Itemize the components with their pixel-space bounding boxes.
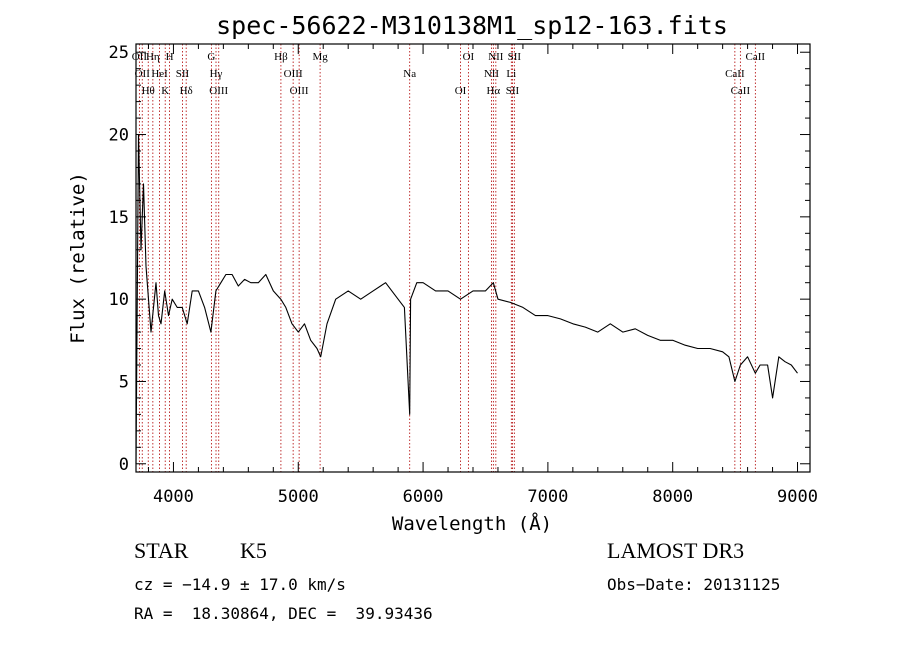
y-tick-label: 10: [109, 290, 129, 310]
redshift-velocity: cz = −14.9 ± 17.0 km/s: [134, 575, 346, 594]
object-subclass: K5: [240, 538, 267, 563]
x-axis-label: Wavelength (Å): [392, 512, 552, 535]
spectrum-line: [135, 133, 798, 464]
line-marker-label: OIII: [209, 85, 228, 97]
line-marker-label: Mg: [312, 51, 328, 63]
line-marker-label: Hη: [146, 51, 160, 63]
x-tick-label: 9000: [777, 487, 818, 507]
x-axis: 4000 5000 6000 7000 8000 9000: [147, 44, 818, 507]
line-marker-label: CaII: [725, 68, 745, 80]
x-tick-label: 8000: [652, 487, 693, 507]
x-tick-label: 7000: [527, 487, 568, 507]
emission-line-markers: [138, 44, 756, 472]
line-marker-label: SII: [508, 51, 522, 63]
y-axis-label: Flux (relative): [67, 172, 89, 344]
line-marker-label: Hβ: [274, 51, 288, 63]
line-marker-label: Hγ: [210, 68, 223, 80]
survey-name: LAMOST DR3: [607, 538, 745, 563]
line-marker-label: Na: [403, 68, 416, 80]
x-tick-label: 6000: [403, 487, 444, 507]
line-marker-label: G: [207, 51, 215, 63]
line-marker-label: OI: [455, 85, 467, 97]
line-marker-label: Hα: [486, 85, 500, 97]
line-marker-label: K: [161, 85, 169, 97]
line-marker-label: OII: [135, 68, 151, 80]
line-marker-label: SII: [506, 85, 520, 97]
line-marker-label: OIII: [284, 68, 303, 80]
line-marker-label: OIII: [290, 85, 309, 97]
line-marker-label: Hθ: [142, 85, 155, 97]
line-marker-label: CaII: [731, 85, 751, 97]
y-tick-label: 20: [109, 126, 129, 146]
y-tick-label: 0: [119, 455, 129, 475]
y-tick-label: 5: [119, 372, 129, 392]
sky-coordinates: RA = 18.30864, DEC = 39.93436: [134, 604, 433, 623]
object-class: STAR: [134, 538, 189, 563]
line-marker-label: H: [166, 51, 174, 63]
x-tick-label: 5000: [278, 487, 319, 507]
line-marker-label: OII: [132, 51, 148, 63]
observation-date: Obs−Date: 20131125: [607, 575, 781, 594]
plot-frame: [135, 43, 811, 473]
line-marker-label: Hδ: [180, 85, 193, 97]
y-axis: 0 5 10 15 20 25: [109, 43, 810, 475]
line-marker-label: OI: [463, 51, 475, 63]
chart-title: spec-56622-M310138M1_sp12-163.fits: [216, 11, 728, 40]
line-marker-label: SII: [176, 68, 190, 80]
line-marker-label: HeI: [151, 68, 168, 80]
line-marker-label: NII: [484, 68, 500, 80]
x-tick-label: 4000: [153, 487, 194, 507]
line-marker-label: NII: [488, 51, 504, 63]
line-marker-label: CaII: [746, 51, 766, 63]
emission-line-labels: OIIOIIHθHηHeIKHSIIHδGHγOIIIHβOIIIOIIIMgN…: [132, 51, 766, 97]
y-tick-label: 25: [109, 43, 129, 63]
y-tick-label: 15: [109, 208, 129, 228]
line-marker-label: Li: [506, 68, 516, 80]
